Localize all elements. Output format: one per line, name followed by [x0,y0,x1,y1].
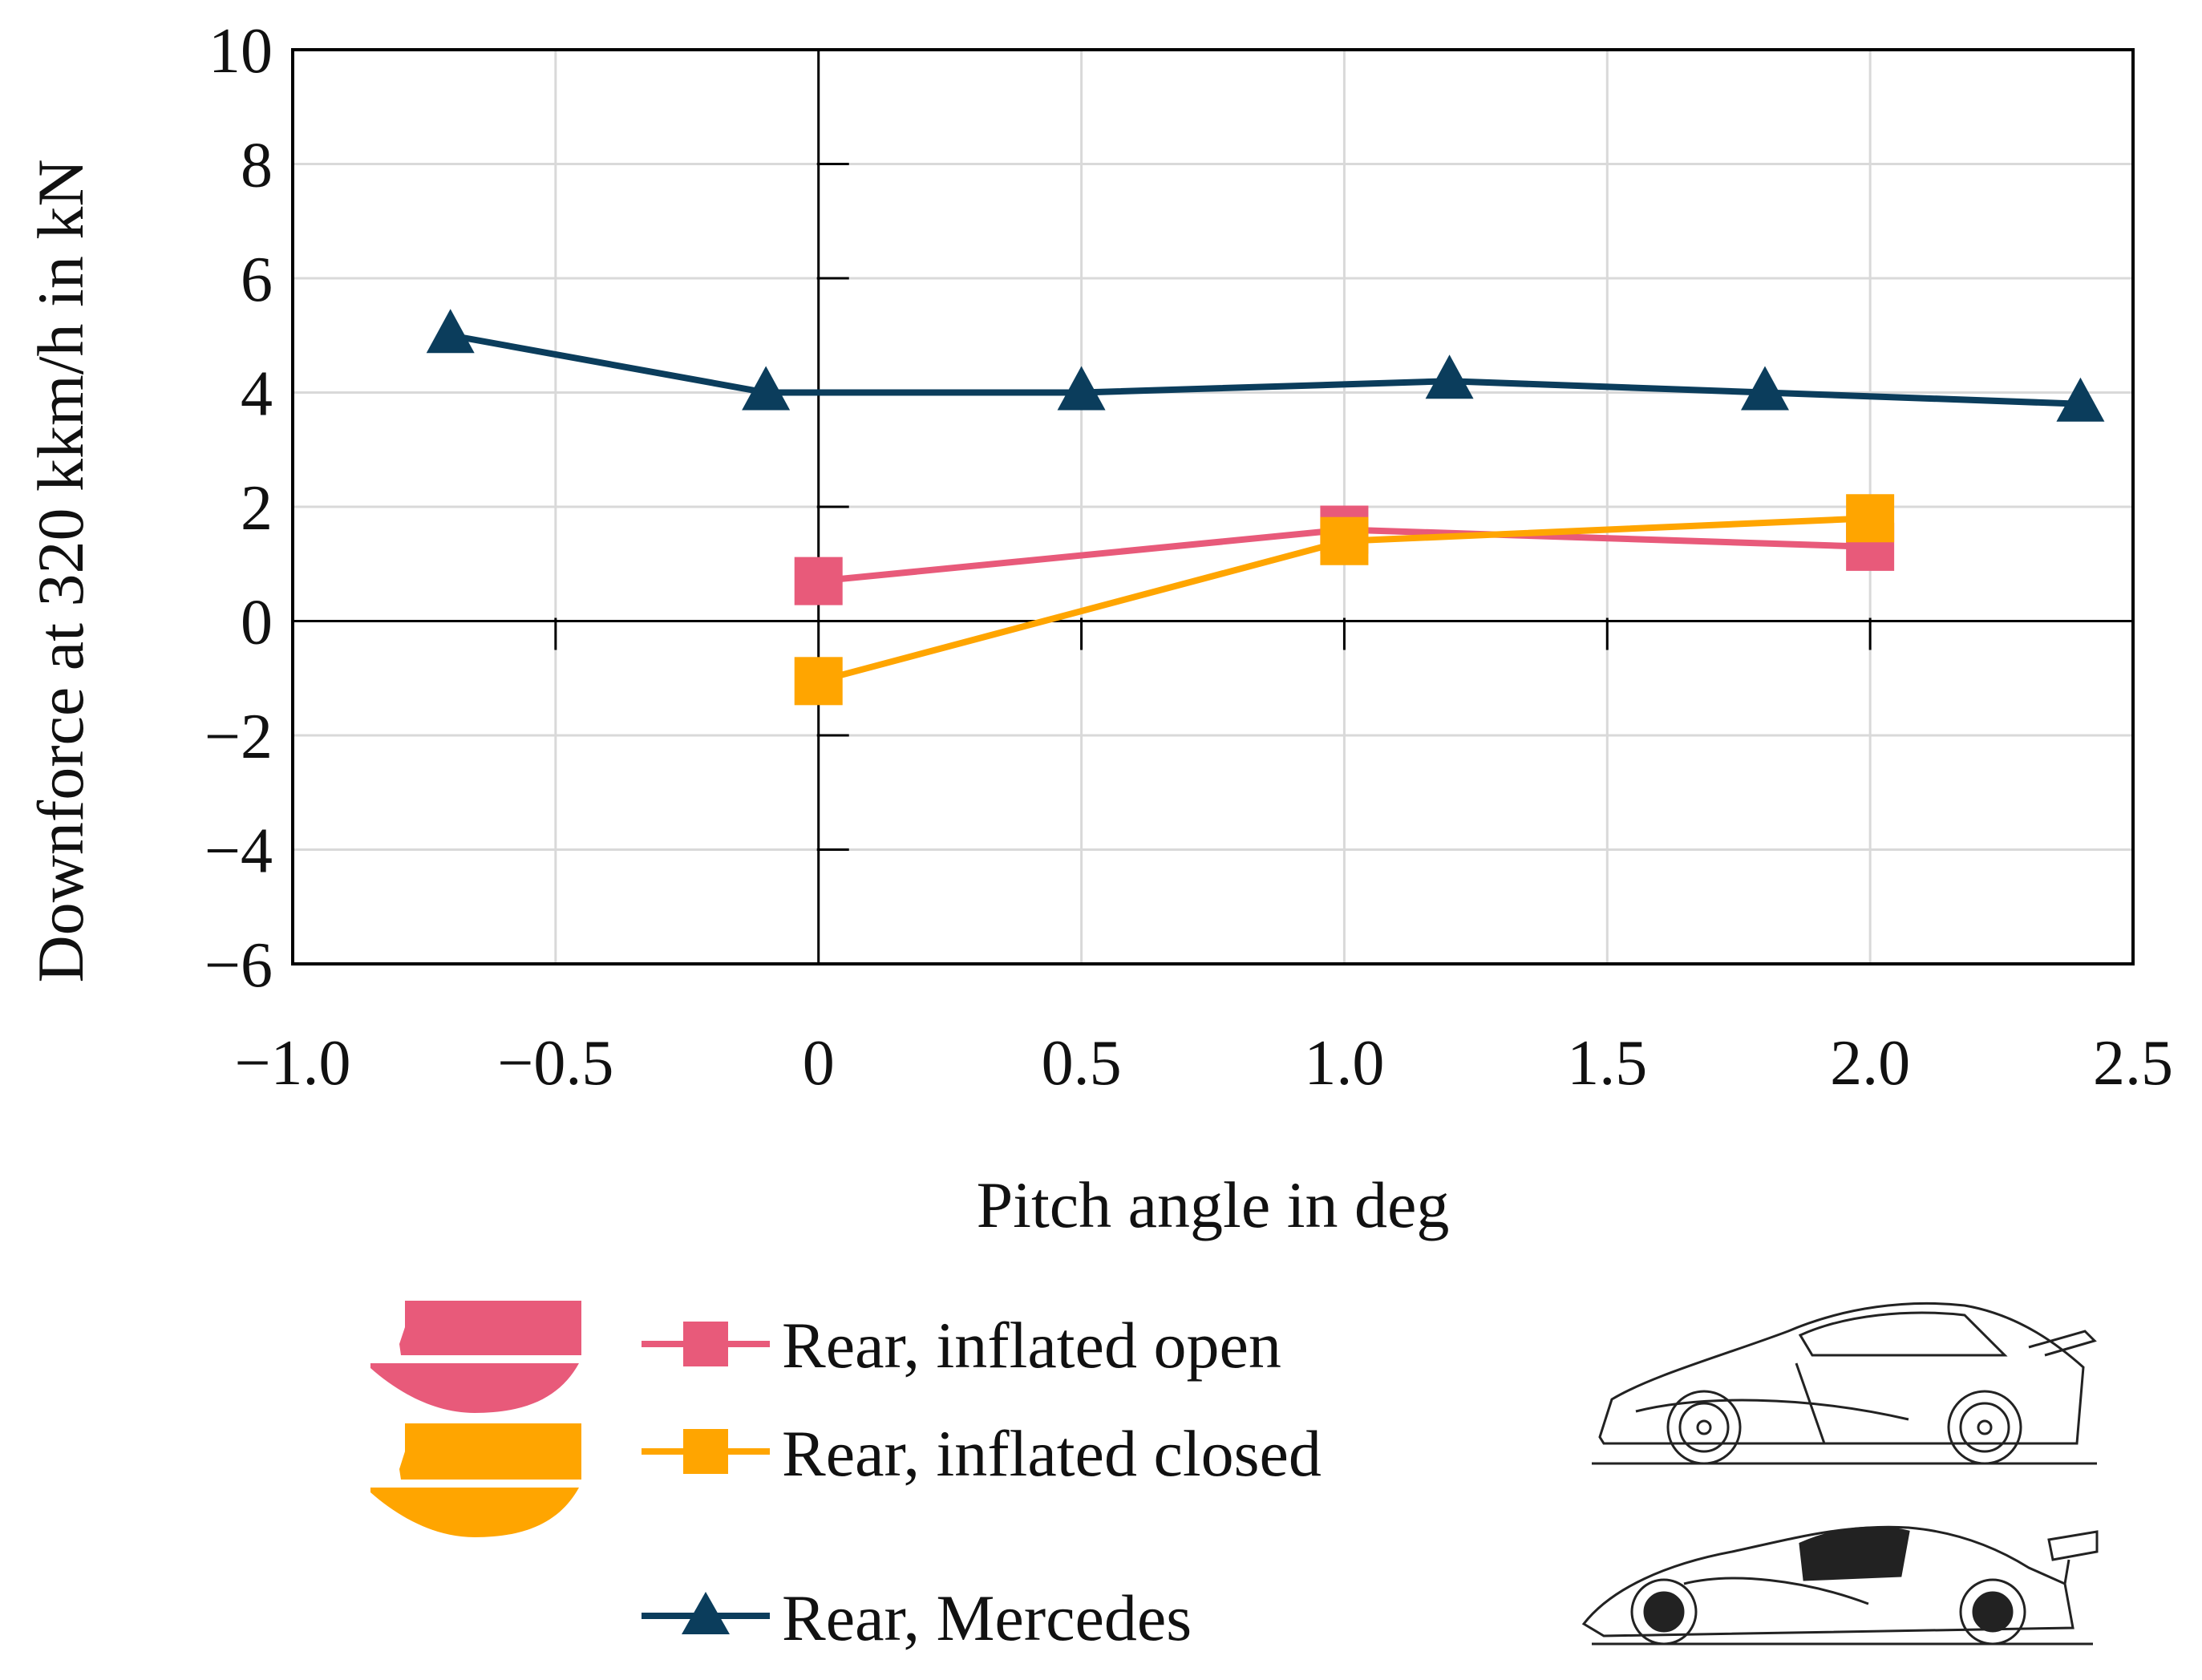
legend-label-inflated-open: Rear, inflated open [782,1309,1281,1382]
data-point-triangle [1057,366,1106,411]
data-point-triangle [2056,377,2105,422]
y-tick-label: 0 [241,588,273,658]
x-tick-label: 2.0 [1830,1028,1910,1099]
sports-car-drawing-icon [1592,1301,2097,1465]
series-2 [426,309,2105,422]
series-layer [426,309,2105,706]
x-tick-label: 0 [803,1028,835,1099]
x-tick-label: 1.5 [1567,1028,1647,1099]
inflated-closed-diffuser-icon [370,1423,581,1537]
y-tick-label: −4 [204,816,273,887]
race-car-drawing-icon [1581,1525,2099,1646]
legend: Rear, inflated open Rear, inflated close… [370,1301,2099,1654]
x-tick-label: −0.5 [497,1028,613,1099]
x-axis-title: Pitch angle in deg [977,1168,1450,1241]
data-point-square [1320,516,1369,565]
y-tick-label: 4 [241,359,273,430]
x-tick-label: −1.0 [234,1028,350,1099]
y-tick-label: 8 [241,131,273,201]
legend-label-inflated-closed: Rear, inflated closed [782,1417,1322,1490]
data-point-triangle [1425,354,1474,399]
inflated-open-diffuser-icon [370,1301,581,1413]
series-line [450,332,2081,407]
y-axis-title: Downforce at 320 kkm/h in kN [24,159,97,982]
data-point-triangle [426,309,475,354]
legend-item-inflated-closed: Rear, inflated closed [642,1417,1322,1490]
legend-label-mercedes: Rear, Mercedes [782,1581,1192,1654]
tick-labels: −1.0 −0.5 0 0.5 1.0 1.5 2.0 2.5 −6 −4 −2 0 2 4 6 8 10 [204,16,2173,1099]
plot-frame [291,48,2135,965]
data-point-square [1846,494,1895,543]
y-tick-label: 10 [208,16,273,87]
data-point-square [794,557,843,605]
y-tick-label: −2 [204,702,273,772]
x-tick-label: 1.0 [1304,1028,1384,1099]
data-point-square [794,657,843,706]
legend-item-mercedes: Rear, Mercedes [642,1581,1192,1654]
axes [293,50,2133,964]
data-point-triangle [1741,366,1789,411]
y-tick-label: 2 [241,473,273,544]
y-tick-label: −6 [204,930,273,1001]
data-point-triangle [742,366,791,411]
x-tick-label: 0.5 [1042,1028,1122,1099]
y-tick-label: 6 [241,245,273,315]
x-tick-label: 2.5 [2093,1028,2173,1099]
legend-item-inflated-open: Rear, inflated open [642,1309,1281,1382]
series-1 [794,494,1895,706]
